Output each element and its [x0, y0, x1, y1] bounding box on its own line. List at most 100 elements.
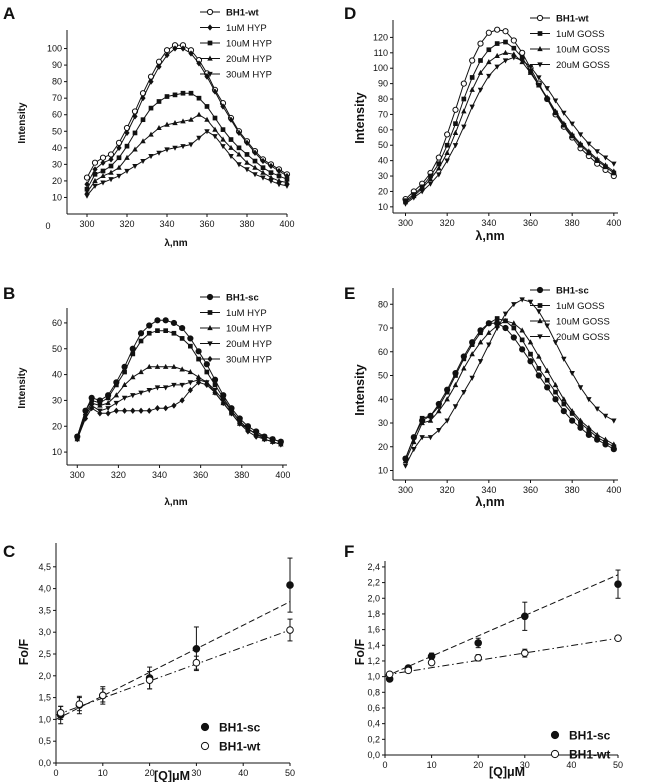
- y-tick-label: 80: [378, 299, 388, 309]
- data-point: [121, 381, 128, 387]
- data-point: [140, 117, 146, 123]
- x-axis-title: λ,nm: [164, 238, 187, 249]
- data-point: [252, 172, 258, 178]
- y-tick-label: 30: [378, 418, 388, 428]
- series-20um-hyp: [74, 377, 284, 448]
- y-tick-label: 0,6: [367, 703, 380, 713]
- y-tick-label: 2,0: [38, 671, 51, 681]
- legend-marker: [207, 71, 213, 77]
- data-point: [578, 420, 583, 426]
- data-point: [402, 463, 409, 469]
- fit-line: [55, 601, 291, 720]
- data-point: [569, 131, 575, 137]
- series-30um-hyp: [84, 129, 290, 199]
- data-point: [461, 108, 467, 114]
- data-point: [611, 444, 617, 450]
- y-tick-label: 0,0: [367, 750, 380, 760]
- data-point: [544, 377, 550, 383]
- y-tick-label: 20: [378, 186, 388, 196]
- x-tick-label: 30: [520, 760, 530, 770]
- data-point: [99, 154, 107, 161]
- legend-label: 20uM HYP: [226, 54, 272, 65]
- data-point: [187, 380, 194, 386]
- data-point: [444, 396, 450, 402]
- data-point: [204, 381, 210, 389]
- legend-marker: [206, 8, 214, 16]
- data-point: [92, 166, 98, 173]
- legend-label: 30uM HYP: [226, 70, 272, 81]
- panel-letter: D: [344, 4, 356, 23]
- data-point: [436, 161, 442, 167]
- legend-label: 1uM HYP: [226, 308, 267, 319]
- y-tick-label: 1,0: [367, 672, 380, 682]
- data-point: [100, 180, 106, 186]
- data-point: [105, 406, 111, 412]
- data-point: [132, 146, 138, 152]
- data-point: [474, 654, 483, 662]
- data-point: [577, 424, 584, 431]
- series-bh1-wt: [384, 634, 622, 679]
- y-tick-label: 30: [378, 171, 388, 181]
- data-point: [124, 154, 130, 160]
- data-point: [561, 110, 567, 116]
- data-point: [171, 402, 177, 409]
- y-tick-label: 70: [52, 93, 62, 103]
- series-10um-goss: [402, 317, 617, 464]
- data-point: [204, 104, 210, 109]
- x-tick-label: 340: [481, 218, 496, 228]
- legend-label: BH1-wt: [556, 14, 590, 25]
- data-point: [92, 183, 98, 189]
- data-point: [116, 155, 122, 161]
- legend-marker: [536, 14, 544, 22]
- legend-marker: [536, 286, 544, 294]
- legend-label: 1uM GOSS: [556, 301, 605, 312]
- data-point: [105, 395, 111, 401]
- x-tick-label: 400: [606, 485, 621, 495]
- series-10um-hyp: [84, 90, 290, 192]
- data-point: [519, 346, 526, 353]
- data-point: [469, 86, 475, 92]
- data-point: [494, 316, 500, 321]
- y-tick-label: 110: [374, 48, 388, 58]
- y-tick-label: 1,5: [38, 693, 51, 703]
- data-point: [154, 317, 161, 324]
- data-point: [203, 361, 210, 368]
- y-tick-label: 120: [373, 32, 388, 42]
- data-point: [236, 129, 242, 137]
- data-point: [544, 86, 550, 92]
- data-point: [99, 691, 107, 700]
- y-tick-label: 60: [378, 125, 388, 135]
- x-axis-title: λ,nm: [475, 495, 504, 509]
- data-point: [154, 363, 161, 369]
- y-tick-label: 40: [52, 370, 62, 380]
- data-point: [569, 417, 576, 424]
- data-point: [268, 162, 274, 170]
- data-point: [268, 170, 274, 175]
- data-point: [179, 366, 185, 372]
- y-tick-label: 40: [378, 394, 388, 404]
- data-point: [180, 90, 186, 96]
- data-point: [436, 165, 442, 171]
- data-point: [411, 434, 417, 440]
- legend-label: BH1-sc: [219, 721, 261, 735]
- data-point: [244, 152, 250, 157]
- data-point: [130, 374, 136, 380]
- legend-marker: [537, 318, 543, 324]
- data-point: [108, 156, 114, 163]
- x-tick-label: 380: [234, 470, 249, 480]
- data-point: [121, 395, 128, 401]
- data-point: [252, 164, 258, 170]
- legend-label: BH1-wt: [219, 740, 260, 754]
- data-point: [83, 174, 91, 181]
- x-axis-title: λ,nm: [164, 497, 187, 508]
- data-point: [453, 373, 458, 378]
- data-point: [148, 154, 154, 160]
- data-point: [561, 120, 567, 126]
- data-point: [474, 639, 483, 647]
- data-point: [195, 379, 202, 386]
- data-point: [586, 424, 592, 430]
- data-point: [611, 161, 617, 167]
- legend-label: 20uM GOSS: [556, 60, 610, 71]
- data-point: [92, 177, 98, 183]
- data-point: [436, 172, 442, 178]
